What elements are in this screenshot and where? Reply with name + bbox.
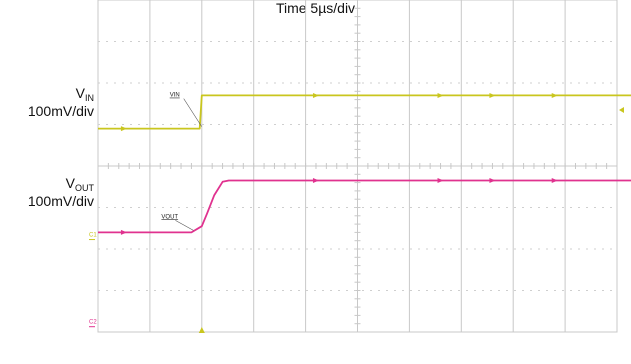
markers: C1 C2 [89, 106, 624, 333]
trace-point-marker [551, 178, 558, 184]
series-tag-leader [175, 220, 194, 231]
traces: VIN VOUT [98, 92, 631, 235]
time-axis-label: Time 5µs/div [275, 0, 356, 16]
channel-c2-marker: C2 [89, 320, 97, 326]
series-vin-tag: VIN [170, 93, 180, 99]
vout-axis-label: VOUT 100mV/div [4, 175, 94, 209]
trace-point-marker [120, 229, 127, 235]
trace-point-marker [437, 178, 444, 184]
series-vout-trace [98, 179, 631, 234]
trace-point-marker [120, 126, 127, 132]
trace-point-marker [551, 92, 558, 98]
trace-point-marker [489, 92, 496, 98]
channel-c1-marker: C1 [89, 233, 97, 239]
vin-label-subscript: IN [85, 93, 94, 103]
vout-scale-label: 100mV/div [27, 193, 94, 209]
trace-point-marker [312, 178, 319, 184]
vout-label-main: V [65, 175, 75, 191]
trace-point-marker [437, 92, 444, 98]
vout-label-subscript: OUT [75, 183, 94, 193]
graticule [97, 0, 618, 333]
trace-point-marker [312, 92, 319, 98]
trace-point-marker [489, 178, 496, 184]
vin-scale-label: 100mV/div [27, 103, 94, 119]
trigger-level-marker [619, 106, 624, 113]
vin-label-main: V [75, 85, 85, 101]
series-vin-trace [98, 94, 631, 130]
vin-axis-label: VIN 100mV/div [4, 85, 94, 119]
series-tag-leader [183, 98, 202, 127]
series-vout-tag: VOUT [161, 214, 178, 220]
trigger-position-marker [198, 327, 205, 333]
